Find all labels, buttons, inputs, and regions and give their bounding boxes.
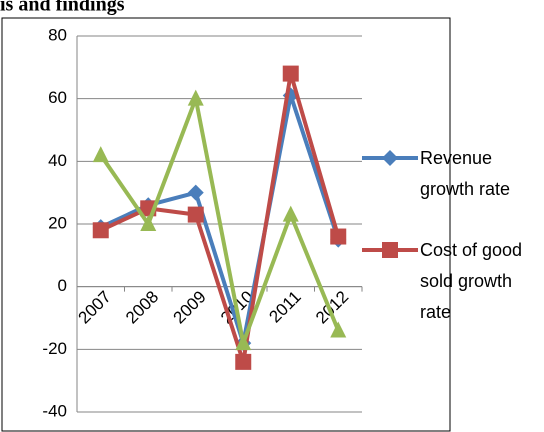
marker — [140, 215, 157, 231]
marker — [187, 184, 204, 201]
marker — [282, 65, 299, 82]
marker — [382, 242, 398, 258]
y-tick-label: 40 — [48, 151, 67, 170]
y-tick-label: 80 — [48, 25, 67, 44]
y-tick-label: 60 — [48, 88, 67, 107]
marker — [382, 150, 398, 166]
marker — [187, 206, 204, 223]
series-line — [99, 96, 341, 346]
marker — [330, 228, 347, 245]
y-tick-label: -40 — [42, 401, 67, 420]
marker — [187, 89, 204, 106]
marker — [282, 205, 299, 222]
marker — [330, 321, 347, 338]
y-tick-label: -20 — [42, 339, 67, 358]
marker — [92, 222, 109, 239]
marker — [235, 353, 252, 370]
marker — [92, 146, 109, 163]
marker — [235, 334, 252, 351]
legend-label: Revenue growth rate — [420, 148, 511, 199]
y-tick-label: 20 — [48, 213, 67, 232]
chart-title: is and findings — [0, 0, 125, 16]
legend-label: Cost of good sold growth rate — [420, 240, 523, 322]
y-tick-label: 0 — [58, 276, 67, 295]
